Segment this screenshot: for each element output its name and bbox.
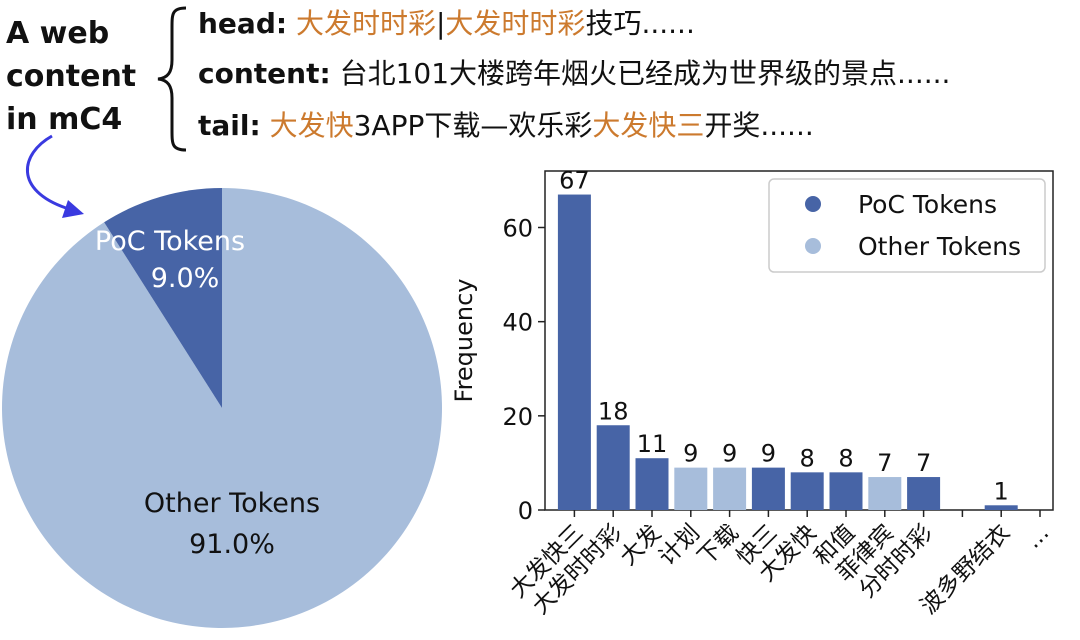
web-content-label: A web content in mC4 — [6, 12, 156, 141]
bar — [829, 472, 863, 510]
y-tick-label: 0 — [518, 497, 533, 525]
y-tick-label: 40 — [502, 309, 533, 337]
curved-arrow-icon — [26, 134, 84, 218]
y-tick-label: 20 — [502, 403, 533, 431]
pie-slice-other — [1, 188, 443, 628]
y-axis-label: Frequency — [450, 279, 478, 403]
tail-segment: 大发快三 — [592, 109, 705, 142]
head-segment: | — [435, 7, 446, 40]
x-tick-label: 大发 — [615, 520, 666, 571]
bar-value-label: 11 — [637, 430, 668, 458]
bar — [596, 425, 630, 510]
bar-value-label: 9 — [722, 440, 737, 468]
legend-marker — [805, 196, 821, 212]
tail-line: tail: 大发快3APP下载—欢乐彩大发快三开奖...... — [198, 108, 814, 144]
bar — [674, 467, 708, 510]
head-key: head: — [198, 7, 288, 40]
tail-segment: 3APP下载—欢乐彩 — [353, 109, 593, 142]
bar-value-label: 67 — [559, 167, 590, 195]
head-text: 大发时时彩|大发时时彩技巧...... — [296, 7, 695, 40]
head-segment: 大发时时彩 — [295, 7, 436, 40]
curly-brace-icon — [157, 6, 187, 152]
bar-value-label: 9 — [761, 440, 776, 468]
bar — [868, 477, 902, 510]
bar — [790, 472, 824, 510]
pie-value-poc: 9.0% — [151, 263, 220, 294]
head-segment: 大发时时彩 — [445, 7, 586, 40]
web-content-label-line: content — [6, 59, 137, 94]
legend-marker — [805, 238, 821, 254]
content-key: content: — [198, 57, 331, 90]
bar — [907, 477, 941, 510]
bar — [635, 458, 669, 510]
legend-label: Other Tokens — [858, 232, 1021, 261]
pie-slice-poc — [104, 188, 222, 408]
bar-value-label: 1 — [994, 477, 1009, 505]
bar — [557, 194, 591, 510]
pie-label-poc: PoC Tokens — [95, 226, 245, 257]
head-line: head: 大发时时彩|大发时时彩技巧...... — [198, 6, 695, 42]
legend-box — [768, 178, 1046, 273]
bar-value-label: 8 — [838, 444, 853, 472]
x-tick-label: 计划 — [654, 520, 705, 571]
bar-value-label: 9 — [683, 440, 698, 468]
content-line: content: 台北101大楼跨年烟火已经成为世界级的景点...... — [198, 56, 950, 92]
x-tick-label: ... — [1020, 520, 1054, 554]
bar-value-label: 7 — [916, 449, 931, 477]
pie-value-other: 91.0% — [189, 529, 275, 560]
head-segment: 技巧...... — [585, 7, 695, 40]
tail-key: tail: — [198, 109, 261, 142]
y-tick-label: 60 — [502, 215, 533, 243]
content-segment: 台北101大楼跨年烟火已经成为世界级的景点...... — [339, 57, 951, 90]
legend: PoC Tokens Other Tokens — [768, 178, 1046, 273]
bar-value-label: 7 — [877, 449, 892, 477]
content-text: 台北101大楼跨年烟火已经成为世界级的景点...... — [340, 57, 951, 90]
pie-chart: PoC Tokens 9.0% Other Tokens 91.0% — [1, 188, 443, 628]
pie-label-other: Other Tokens — [144, 488, 320, 519]
bar-chart: 0204060Frequency67大发快三18大发时时彩11大发9计划9下载9… — [450, 167, 1054, 620]
bar-value-label: 18 — [598, 397, 629, 425]
bar — [713, 467, 747, 510]
legend-label: PoC Tokens — [858, 190, 997, 219]
bar-value-label: 8 — [800, 444, 815, 472]
x-tick-label: 下载 — [693, 520, 744, 571]
web-content-label-line: in mC4 — [6, 102, 123, 137]
tail-segment: 开奖...... — [704, 109, 814, 142]
bar — [984, 505, 1018, 510]
bar — [751, 467, 785, 510]
tail-text: 大发快3APP下载—欢乐彩大发快三开奖...... — [270, 109, 814, 142]
tail-segment: 大发快 — [269, 109, 354, 142]
web-content-label-line: A web — [6, 16, 110, 51]
